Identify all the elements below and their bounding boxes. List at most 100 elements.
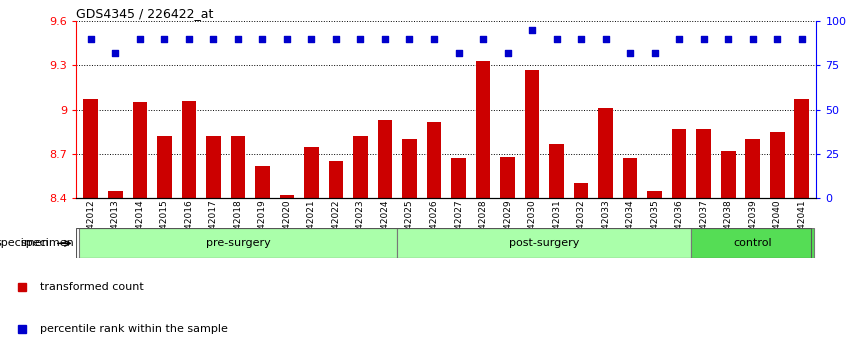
Point bbox=[329, 36, 343, 42]
Point bbox=[378, 36, 392, 42]
Text: post-surgery: post-surgery bbox=[509, 238, 580, 249]
Bar bbox=[475, 61, 491, 198]
Point bbox=[771, 36, 784, 42]
Bar bbox=[794, 99, 809, 198]
Text: GSM842027: GSM842027 bbox=[454, 200, 463, 255]
Point bbox=[624, 50, 637, 56]
Point bbox=[354, 36, 367, 42]
Bar bbox=[157, 136, 172, 198]
Point bbox=[231, 36, 244, 42]
Point bbox=[108, 50, 122, 56]
Text: GSM842037: GSM842037 bbox=[699, 200, 708, 255]
Text: GSM842040: GSM842040 bbox=[772, 200, 782, 255]
Text: GSM842031: GSM842031 bbox=[552, 200, 561, 255]
Bar bbox=[451, 159, 466, 198]
Point bbox=[795, 36, 809, 42]
Text: GSM842034: GSM842034 bbox=[625, 200, 634, 255]
Point bbox=[525, 27, 539, 33]
Bar bbox=[500, 157, 515, 198]
Point bbox=[599, 36, 613, 42]
FancyBboxPatch shape bbox=[398, 228, 691, 258]
Point bbox=[182, 36, 195, 42]
Bar bbox=[304, 147, 319, 198]
Bar bbox=[353, 136, 368, 198]
Text: GSM842025: GSM842025 bbox=[405, 200, 414, 255]
Bar bbox=[182, 101, 196, 198]
Text: GSM842029: GSM842029 bbox=[503, 200, 512, 255]
Point bbox=[255, 36, 269, 42]
Bar bbox=[402, 139, 417, 198]
Text: GSM842038: GSM842038 bbox=[723, 200, 733, 255]
Text: GSM842033: GSM842033 bbox=[602, 200, 610, 255]
Point bbox=[746, 36, 760, 42]
Bar bbox=[696, 129, 711, 198]
Text: GSM842032: GSM842032 bbox=[577, 200, 585, 255]
Text: GSM842026: GSM842026 bbox=[430, 200, 438, 255]
Point bbox=[133, 36, 146, 42]
Text: GSM842015: GSM842015 bbox=[160, 200, 169, 255]
Bar bbox=[745, 139, 760, 198]
Text: GSM842028: GSM842028 bbox=[479, 200, 487, 255]
Point bbox=[427, 36, 441, 42]
Text: GSM842021: GSM842021 bbox=[307, 200, 316, 255]
Bar bbox=[108, 191, 123, 198]
FancyBboxPatch shape bbox=[79, 228, 398, 258]
Bar bbox=[549, 144, 564, 198]
Text: GSM842019: GSM842019 bbox=[258, 200, 267, 255]
Point bbox=[206, 36, 220, 42]
Point bbox=[550, 36, 563, 42]
Point bbox=[673, 36, 686, 42]
Text: GSM842016: GSM842016 bbox=[184, 200, 194, 255]
Bar bbox=[328, 161, 343, 198]
Point bbox=[697, 36, 711, 42]
Point bbox=[574, 36, 588, 42]
Text: control: control bbox=[733, 238, 772, 249]
Text: GSM842018: GSM842018 bbox=[233, 200, 243, 255]
Text: GSM842041: GSM842041 bbox=[797, 200, 806, 255]
Bar bbox=[206, 136, 221, 198]
Bar bbox=[647, 191, 662, 198]
Text: pre-surgery: pre-surgery bbox=[206, 238, 270, 249]
Bar bbox=[672, 129, 686, 198]
Text: GSM842035: GSM842035 bbox=[650, 200, 659, 255]
Text: GSM842039: GSM842039 bbox=[748, 200, 757, 255]
Point bbox=[280, 36, 294, 42]
Bar bbox=[623, 159, 637, 198]
Text: specimen: specimen bbox=[0, 238, 49, 249]
Point bbox=[84, 36, 97, 42]
Bar bbox=[525, 70, 540, 198]
Bar bbox=[426, 121, 442, 198]
Text: transformed count: transformed count bbox=[40, 282, 144, 292]
Text: GDS4345 / 226422_at: GDS4345 / 226422_at bbox=[76, 7, 213, 20]
Text: GSM842024: GSM842024 bbox=[381, 200, 389, 254]
Bar bbox=[231, 136, 245, 198]
Text: GSM842017: GSM842017 bbox=[209, 200, 218, 255]
Bar bbox=[721, 151, 735, 198]
FancyBboxPatch shape bbox=[691, 228, 814, 258]
Point bbox=[305, 36, 318, 42]
Bar bbox=[133, 102, 147, 198]
Text: GSM842012: GSM842012 bbox=[86, 200, 96, 255]
Text: GSM842014: GSM842014 bbox=[135, 200, 145, 255]
Text: GSM842013: GSM842013 bbox=[111, 200, 120, 255]
Bar bbox=[255, 166, 270, 198]
Bar bbox=[84, 99, 98, 198]
Text: percentile rank within the sample: percentile rank within the sample bbox=[40, 324, 228, 334]
Point bbox=[476, 36, 490, 42]
Point bbox=[403, 36, 416, 42]
Bar bbox=[598, 108, 613, 198]
Text: specimen: specimen bbox=[20, 238, 74, 249]
Text: GSM842020: GSM842020 bbox=[283, 200, 291, 255]
Bar bbox=[770, 132, 784, 198]
Point bbox=[157, 36, 171, 42]
Point bbox=[501, 50, 514, 56]
Bar bbox=[279, 195, 294, 198]
Point bbox=[648, 50, 662, 56]
Text: GSM842036: GSM842036 bbox=[674, 200, 684, 255]
Bar bbox=[574, 183, 589, 198]
Bar bbox=[377, 120, 393, 198]
Point bbox=[722, 36, 735, 42]
Point bbox=[452, 50, 465, 56]
Text: GSM842023: GSM842023 bbox=[356, 200, 365, 255]
Text: GSM842022: GSM842022 bbox=[332, 200, 340, 254]
